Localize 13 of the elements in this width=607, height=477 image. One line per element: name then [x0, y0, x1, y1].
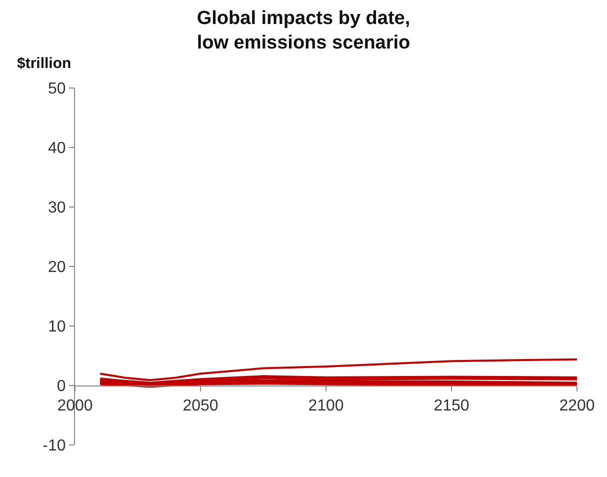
- x-tick-label: 2100: [308, 398, 344, 415]
- y-tick-label: 10: [48, 318, 66, 336]
- x-tick-label: 2150: [434, 398, 470, 415]
- y-tick-label: 20: [48, 259, 66, 276]
- x-tick-label: 2200: [559, 398, 595, 415]
- y-tick-label: 0: [56, 378, 66, 396]
- y-tick-label: 40: [48, 140, 66, 158]
- y-axis-title: $trillion: [17, 55, 72, 72]
- y-tick-label: 50: [48, 80, 66, 98]
- y-tick-label: 30: [48, 200, 66, 217]
- x-tick-label: 2050: [182, 398, 218, 415]
- chart-title: Global impacts by date, low emissions scenario: [196, 8, 410, 54]
- y-tick-label: -10: [42, 438, 66, 455]
